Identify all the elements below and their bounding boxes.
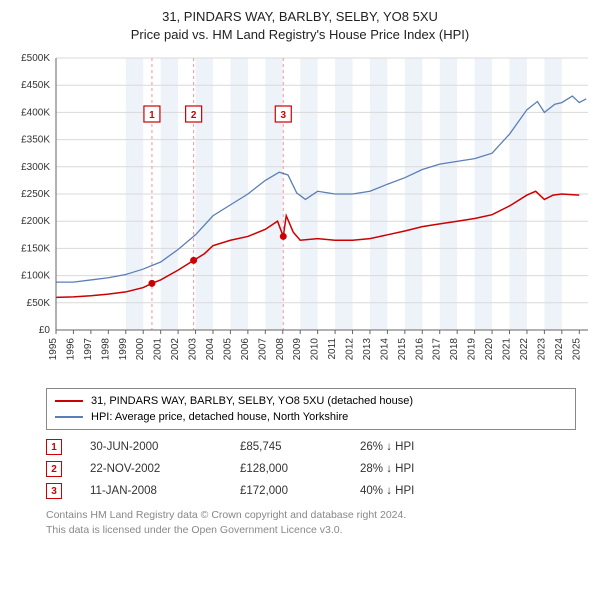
svg-text:1995: 1995 bbox=[48, 338, 59, 361]
marker-diff: 26% ↓ HPI bbox=[360, 441, 480, 453]
marker-row: 3 11-JAN-2008£172,00040% ↓ HPI bbox=[46, 480, 592, 502]
svg-text:2024: 2024 bbox=[554, 338, 565, 361]
svg-text:1: 1 bbox=[149, 110, 155, 121]
chart-container: £0 £50K £100K £150K £200K £250K £300K £350K £400… bbox=[8, 50, 592, 380]
svg-text:£250K: £250K bbox=[21, 189, 50, 200]
svg-text:£200K: £200K bbox=[21, 217, 50, 228]
marker-badge: 2 bbox=[46, 461, 62, 477]
marker-date: 22-NOV-2002 bbox=[90, 463, 240, 475]
svg-text:2002: 2002 bbox=[170, 338, 181, 361]
svg-text:2015: 2015 bbox=[397, 338, 408, 361]
svg-text:2013: 2013 bbox=[362, 338, 373, 361]
svg-text:2009: 2009 bbox=[292, 338, 303, 361]
svg-text:2001: 2001 bbox=[153, 338, 164, 361]
svg-text:2023: 2023 bbox=[536, 338, 547, 361]
sale-markers-table: 1 30-JUN-2000£85,74526% ↓ HPI 2 22-NOV-2002… bbox=[46, 436, 592, 502]
legend-item: 31, PINDARS WAY, BARLBY, SELBY, YO8 5XU … bbox=[55, 393, 567, 409]
marker-price: £85,745 bbox=[240, 441, 360, 453]
svg-text:2012: 2012 bbox=[345, 338, 356, 361]
title-line-1: 31, PINDARS WAY, BARLBY, SELBY, YO8 5XU bbox=[8, 8, 592, 26]
svg-text:2007: 2007 bbox=[257, 338, 268, 361]
marker-date: 30-JUN-2000 bbox=[90, 441, 240, 453]
legend-label: 31, PINDARS WAY, BARLBY, SELBY, YO8 5XU … bbox=[91, 395, 413, 407]
svg-text:2004: 2004 bbox=[205, 338, 216, 361]
svg-text:2022: 2022 bbox=[519, 338, 530, 361]
chart-title-block: 31, PINDARS WAY, BARLBY, SELBY, YO8 5XU … bbox=[8, 8, 592, 44]
price-chart: £0 £50K £100K £150K £200K £250K £300K £350K £400… bbox=[8, 50, 592, 380]
title-line-2: Price paid vs. HM Land Registry's House … bbox=[8, 26, 592, 44]
legend-swatch bbox=[55, 416, 83, 418]
svg-text:2008: 2008 bbox=[275, 338, 286, 361]
svg-text:2019: 2019 bbox=[467, 338, 478, 361]
attribution: Contains HM Land Registry data © Crown c… bbox=[46, 508, 592, 536]
svg-text:1998: 1998 bbox=[100, 338, 111, 361]
svg-text:3: 3 bbox=[280, 110, 286, 121]
svg-text:2010: 2010 bbox=[310, 338, 321, 361]
marker-badge: 3 bbox=[46, 483, 62, 499]
marker-row: 1 30-JUN-2000£85,74526% ↓ HPI bbox=[46, 436, 592, 458]
marker-price: £172,000 bbox=[240, 485, 360, 497]
svg-text:2017: 2017 bbox=[432, 338, 443, 361]
attribution-line-2: This data is licensed under the Open Gov… bbox=[46, 523, 592, 537]
marker-badge: 1 bbox=[46, 439, 62, 455]
svg-text:2018: 2018 bbox=[449, 338, 460, 361]
marker-price: £128,000 bbox=[240, 463, 360, 475]
svg-text:2016: 2016 bbox=[414, 338, 425, 361]
attribution-line-1: Contains HM Land Registry data © Crown c… bbox=[46, 508, 592, 522]
svg-text:£350K: £350K bbox=[21, 135, 50, 146]
svg-text:£300K: £300K bbox=[21, 162, 50, 173]
svg-text:£100K: £100K bbox=[21, 271, 50, 282]
svg-text:1997: 1997 bbox=[83, 338, 94, 361]
svg-text:£0: £0 bbox=[39, 325, 51, 336]
svg-text:£50K: £50K bbox=[27, 298, 51, 309]
svg-text:2025: 2025 bbox=[571, 338, 582, 361]
legend-swatch bbox=[55, 400, 83, 402]
svg-text:2006: 2006 bbox=[240, 338, 251, 361]
svg-text:2021: 2021 bbox=[502, 338, 513, 361]
svg-text:£450K: £450K bbox=[21, 81, 50, 92]
svg-text:2003: 2003 bbox=[188, 338, 199, 361]
svg-text:2020: 2020 bbox=[484, 338, 495, 361]
legend-item: HPI: Average price, detached house, Nort… bbox=[55, 409, 567, 425]
svg-text:2011: 2011 bbox=[327, 338, 338, 360]
svg-text:£500K: £500K bbox=[21, 53, 50, 64]
svg-text:1999: 1999 bbox=[118, 338, 129, 361]
legend: 31, PINDARS WAY, BARLBY, SELBY, YO8 5XU … bbox=[46, 388, 576, 430]
svg-text:2005: 2005 bbox=[222, 338, 233, 361]
marker-diff: 40% ↓ HPI bbox=[360, 485, 480, 497]
svg-text:£400K: £400K bbox=[21, 108, 50, 119]
svg-text:1996: 1996 bbox=[65, 338, 76, 361]
svg-text:2014: 2014 bbox=[379, 338, 390, 361]
marker-date: 11-JAN-2008 bbox=[90, 485, 240, 497]
marker-row: 2 22-NOV-2002£128,00028% ↓ HPI bbox=[46, 458, 592, 480]
svg-text:2000: 2000 bbox=[135, 338, 146, 361]
legend-label: HPI: Average price, detached house, Nort… bbox=[91, 411, 348, 423]
svg-text:£150K: £150K bbox=[21, 244, 50, 255]
svg-text:2: 2 bbox=[191, 110, 197, 121]
marker-diff: 28% ↓ HPI bbox=[360, 463, 480, 475]
